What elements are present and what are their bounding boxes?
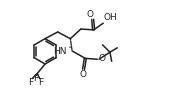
- Text: F: F: [33, 74, 38, 83]
- Text: OH: OH: [104, 13, 118, 22]
- Text: HN: HN: [53, 47, 67, 56]
- Text: F: F: [28, 78, 33, 87]
- Text: O: O: [87, 10, 94, 19]
- Text: O: O: [98, 54, 105, 63]
- Text: O: O: [79, 70, 86, 79]
- Text: F: F: [38, 78, 43, 87]
